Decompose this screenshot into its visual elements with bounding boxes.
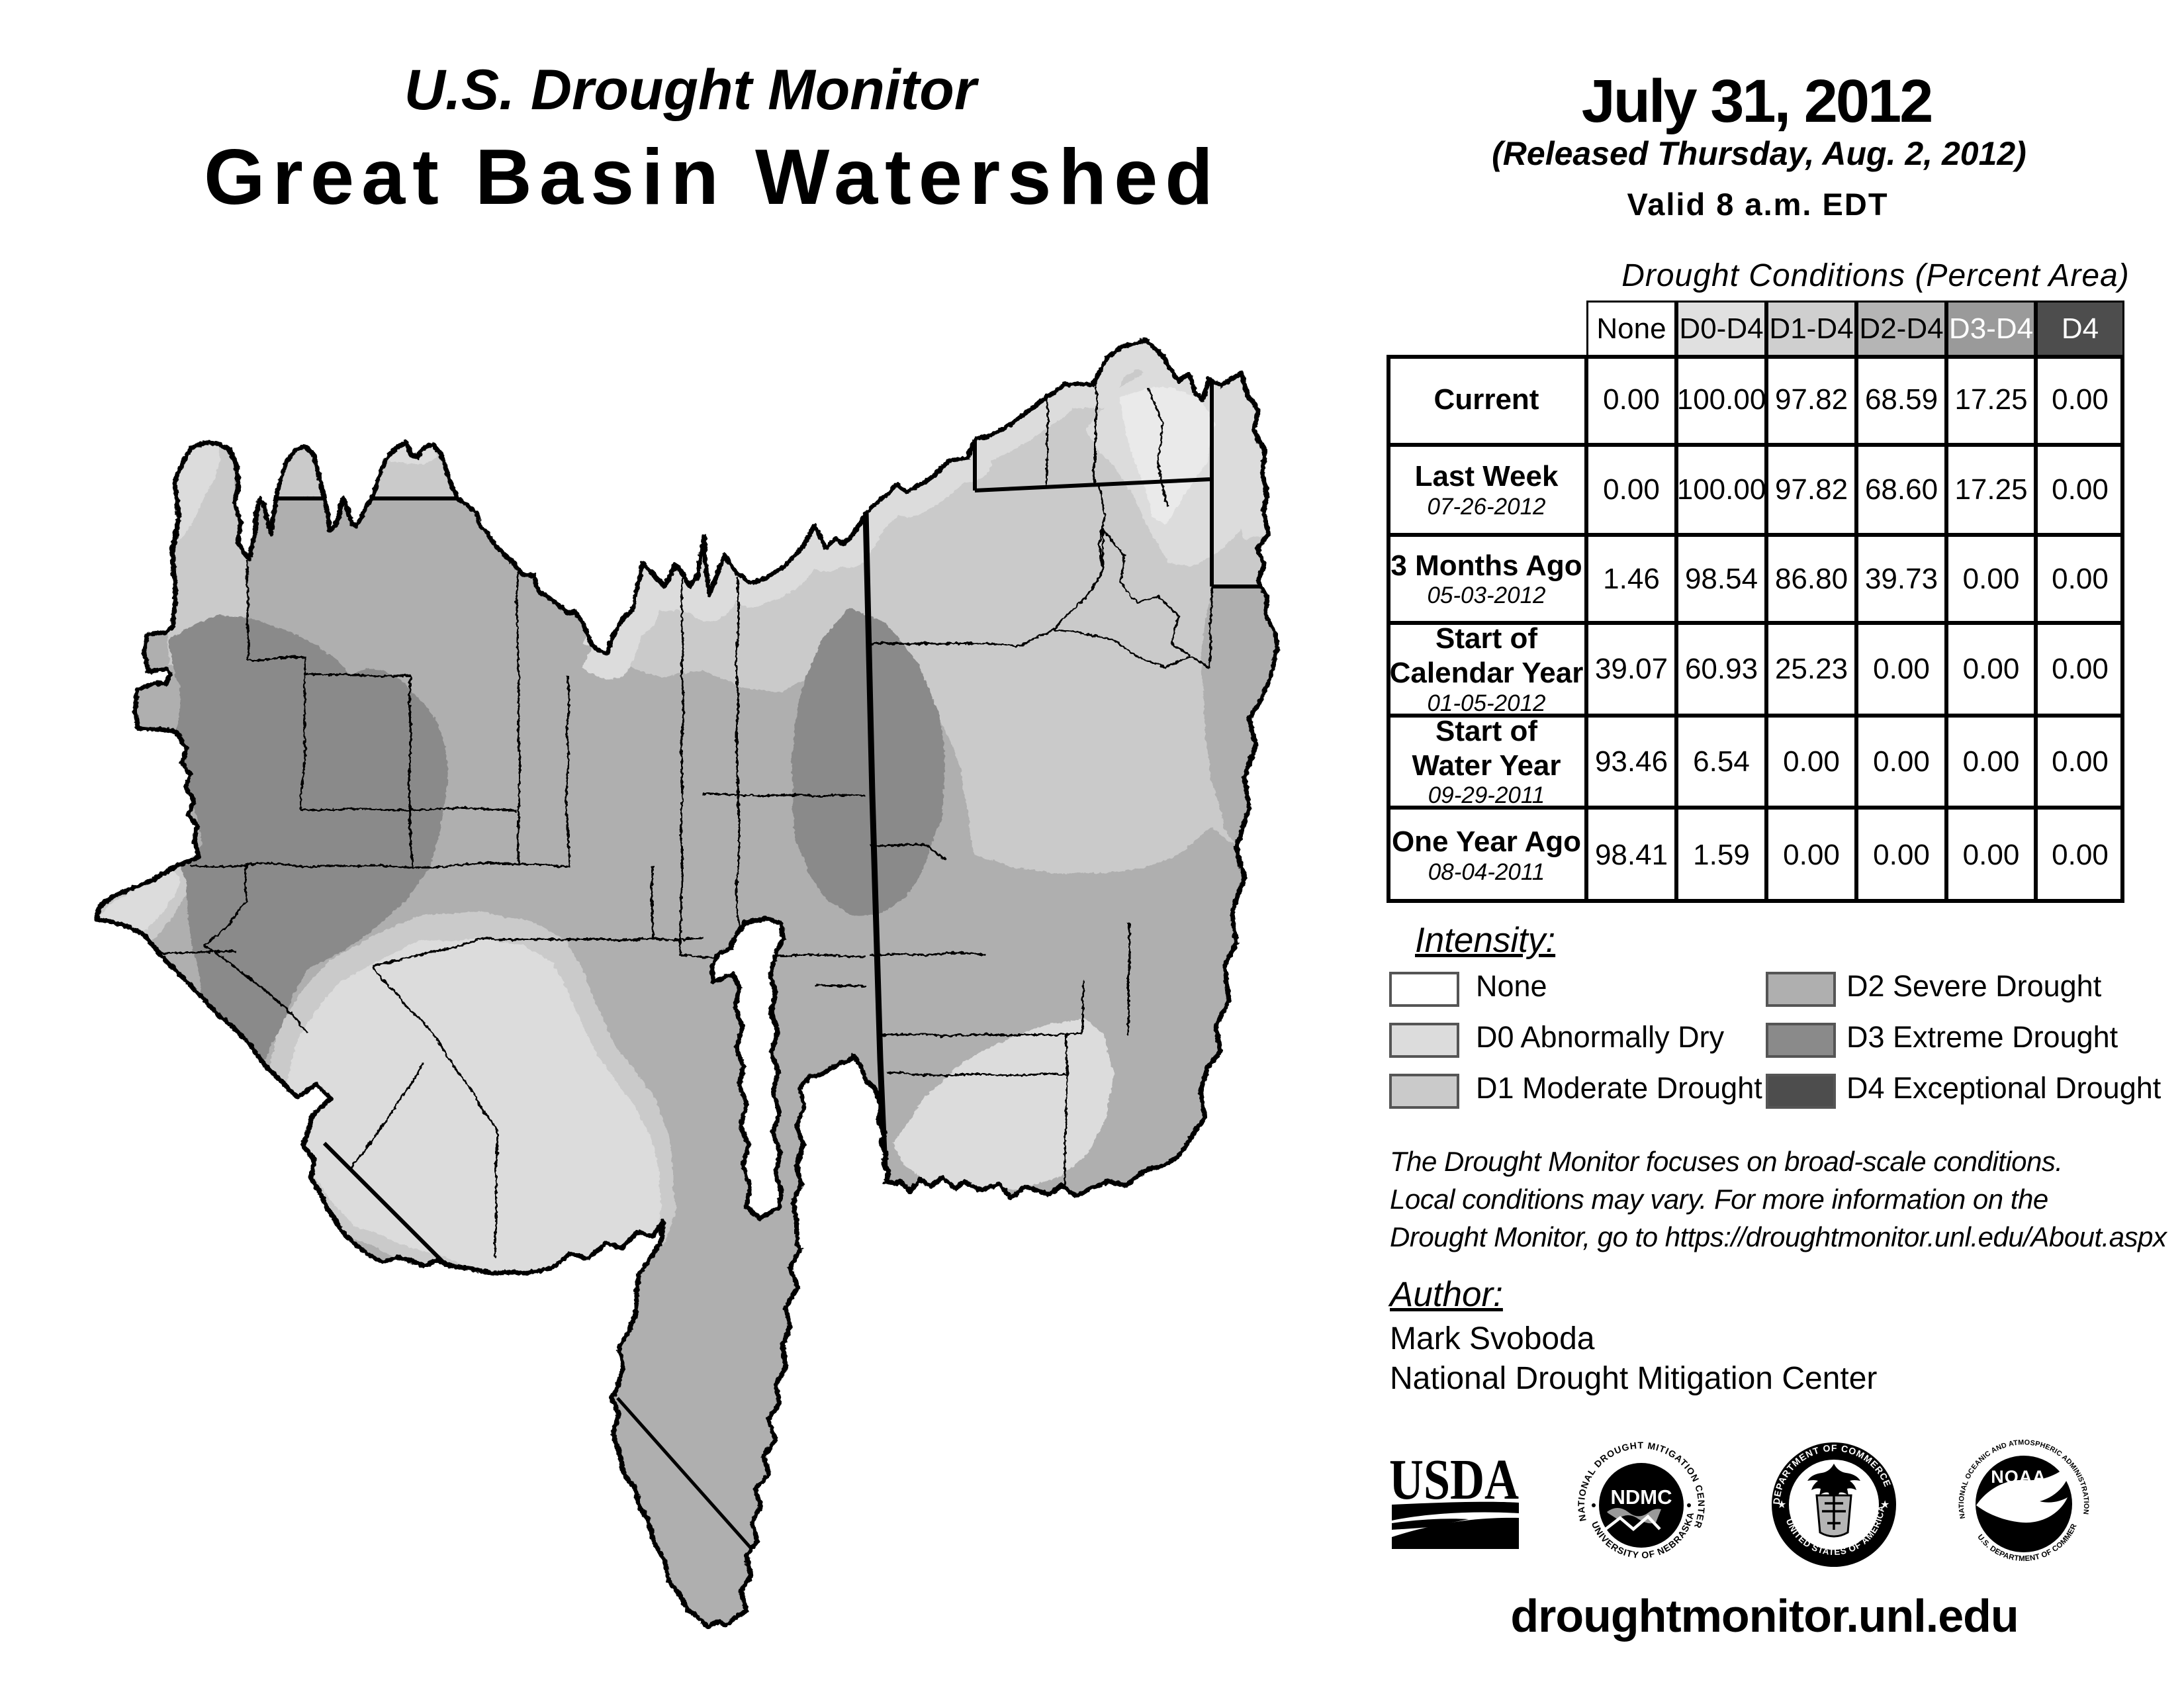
svg-text:★: ★	[1880, 1499, 1889, 1511]
svg-text:NDMC: NDMC	[1611, 1485, 1672, 1509]
svg-text:★: ★	[1777, 1499, 1786, 1511]
svg-text:NOAA: NOAA	[1991, 1467, 2046, 1487]
